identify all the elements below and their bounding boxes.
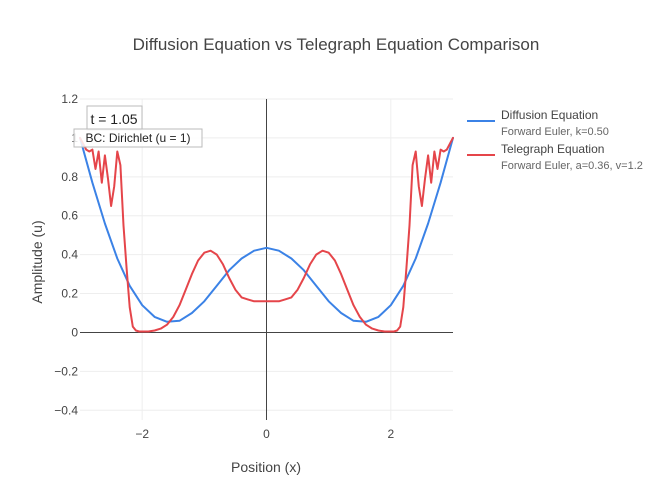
- bc-annotation-text: BC: Dirichlet (u = 1): [85, 131, 190, 145]
- legend-item-diffusion[interactable]: Diffusion Equation Forward Euler, k=0.50: [467, 108, 609, 138]
- bc-annotation-box: [73, 128, 203, 148]
- x-tick-label: 2: [387, 427, 394, 441]
- y-tick-label: −0.2: [54, 364, 78, 378]
- legend-sublabel-diffusion: Forward Euler, k=0.50: [501, 126, 609, 138]
- series-layer: [79, 136, 454, 333]
- y-tick-label: 0.6: [61, 209, 78, 223]
- y-tick-label: 0.8: [61, 170, 78, 184]
- chart-title: Diffusion Equation vs Telegraph Equation…: [133, 35, 540, 54]
- bc-annotation: BC: Dirichlet (u = 1): [73, 128, 203, 148]
- y-tick-label: 0: [71, 325, 78, 339]
- time-annotation: t = 1.05: [86, 105, 143, 131]
- legend-label-diffusion: Diffusion Equation: [501, 108, 598, 122]
- legend: Diffusion Equation Forward Euler, k=0.50…: [467, 108, 643, 172]
- y-axis-title: Amplitude (u): [29, 220, 45, 303]
- legend-label-telegraph: Telegraph Equation: [501, 142, 604, 156]
- y-tick-label: 0.2: [61, 287, 78, 301]
- time-annotation-text: t = 1.05: [90, 111, 137, 127]
- legend-item-telegraph[interactable]: Telegraph Equation Forward Euler, a=0.36…: [467, 142, 643, 172]
- y-tick-label: 1.2: [61, 92, 78, 106]
- x-axis-title: Position (x): [231, 459, 301, 475]
- series-line-diffusion: [79, 136, 454, 323]
- x-tick-label: 0: [263, 427, 270, 441]
- x-tick-label: −2: [135, 427, 149, 441]
- y-tick-label: −0.4: [54, 403, 78, 417]
- y-tick-label: 0.4: [61, 248, 78, 262]
- series-line-telegraph: [79, 136, 454, 333]
- legend-sublabel-telegraph: Forward Euler, a=0.36, v=1.2: [501, 160, 643, 172]
